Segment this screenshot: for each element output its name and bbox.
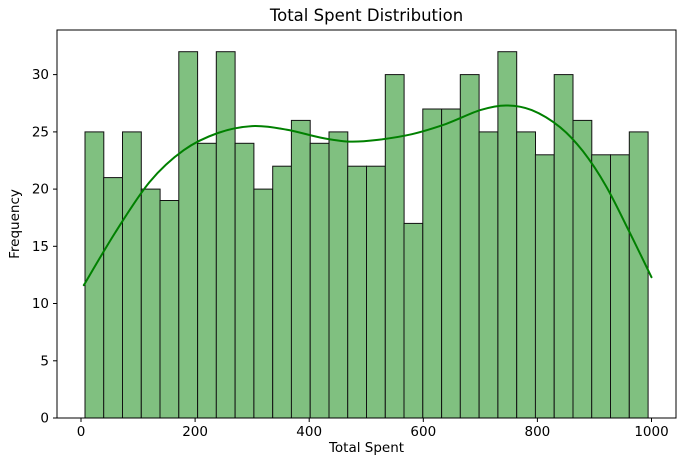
histogram-bar [384,74,405,419]
histogram-bar [572,119,593,419]
y-tick-label: 0 [40,411,49,427]
y-tick-label: 5 [40,353,49,369]
x-tick-label: 600 [410,424,436,440]
y-tick-label: 20 [32,182,49,198]
histogram-bar [234,142,255,419]
histogram-bar [366,165,386,419]
histogram-bar [459,74,480,419]
histogram-bar [534,154,555,419]
histogram-bar [215,51,236,419]
histogram-bar [197,142,217,419]
histogram-bar [178,51,199,419]
histogram-bar [591,154,612,419]
plot-area-border [56,29,677,419]
histogram-bar [140,188,161,419]
histogram-bar [159,200,180,419]
histogram-bar [403,222,424,419]
histogram-bar [290,119,311,419]
histogram-bar [478,131,499,419]
histogram-bar [272,165,293,419]
chart-title: Total Spent Distribution [269,6,464,25]
x-tick-label: 200 [182,424,208,440]
histogram-bar [309,142,330,419]
x-axis-label: Total Spent [328,440,405,456]
histogram-bar [328,131,349,419]
x-tick-label: 1000 [634,424,668,440]
y-tick-label: 25 [32,124,49,140]
histogram-bar [516,131,537,419]
histogram-bar [347,165,368,419]
x-tick-label: 0 [77,424,86,440]
x-tick-label: 800 [525,424,551,440]
y-tick-label: 15 [32,239,49,255]
histogram-bar [422,108,443,419]
y-axis-label: Frequency [7,189,23,259]
histogram-bar [103,177,123,419]
histogram-bar [553,74,574,419]
histogram-bar [610,154,630,419]
histogram-bar [441,108,461,419]
y-tick-label: 30 [32,67,49,83]
y-tick-label: 10 [32,296,49,312]
x-tick-label: 400 [296,424,322,440]
histogram-bar [84,131,105,419]
histogram-bar [253,188,274,419]
kde-curve [82,104,653,287]
histogram-bar [122,131,142,419]
histogram-bar [628,131,649,419]
